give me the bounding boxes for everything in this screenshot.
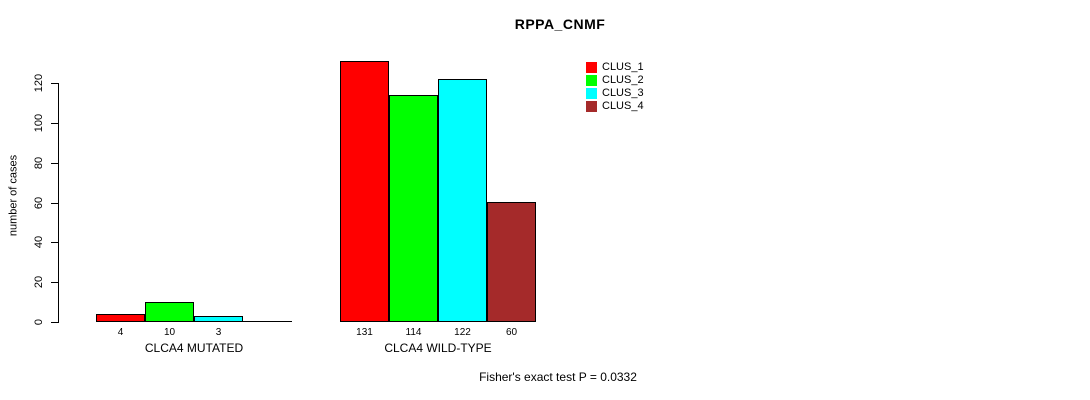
chart-title: RPPA_CNMF [514,16,606,32]
bar-value-label: 4 [117,327,124,338]
bar-CLUS_2 [389,95,438,322]
y-tick [51,322,58,323]
legend-label: CLUS_3 [602,87,644,99]
y-tick [51,203,58,204]
bar-CLUS_1 [96,314,145,322]
y-tick-label: 20 [33,275,45,289]
y-tick-label: 80 [33,156,45,170]
y-tick-label: 40 [33,235,45,249]
bar-value-label: 10 [163,327,176,338]
bar-CLUS_3 [438,79,487,322]
category-label: CLCA4 MUTATED [144,341,244,355]
legend-swatch [586,101,597,112]
y-tick-label: 100 [33,113,45,133]
legend-item: CLUS_3 [586,88,644,99]
bar-value-label: 122 [454,327,471,338]
y-tick [51,123,58,124]
bar-CLUS_4-zero [243,321,292,322]
y-tick [51,242,58,243]
legend-item: CLUS_1 [586,62,644,73]
bar-CLUS_2 [145,302,194,322]
legend-label: CLUS_1 [602,61,644,73]
legend-swatch [586,88,597,99]
bar-CLUS_4 [487,202,536,322]
legend-swatch [586,75,597,86]
bar-value-label: 131 [356,327,373,338]
legend-swatch [586,62,597,73]
y-tick [51,282,58,283]
bar-CLUS_3 [194,316,243,322]
legend-label: CLUS_4 [602,100,644,112]
legend-label: CLUS_2 [602,74,644,86]
bar-value-label: 114 [405,327,422,338]
y-tick [51,163,58,164]
y-tick-label: 60 [33,196,45,210]
y-tick-label: 0 [33,318,45,326]
y-axis-label: number of cases [7,154,20,237]
bar-CLUS_1 [340,61,389,322]
bar-value-label: 60 [505,327,518,338]
legend: CLUS_1 CLUS_2 CLUS_3 CLUS_4 [586,62,644,114]
y-axis-line [58,83,59,323]
bar-value-label: 3 [215,327,222,338]
footer-annotation: Fisher's exact test P = 0.0332 [479,370,637,384]
legend-item: CLUS_2 [586,75,644,86]
y-tick-label: 120 [33,73,45,93]
legend-item: CLUS_4 [586,101,644,112]
category-label: CLCA4 WILD-TYPE [384,341,492,355]
y-tick [51,83,58,84]
